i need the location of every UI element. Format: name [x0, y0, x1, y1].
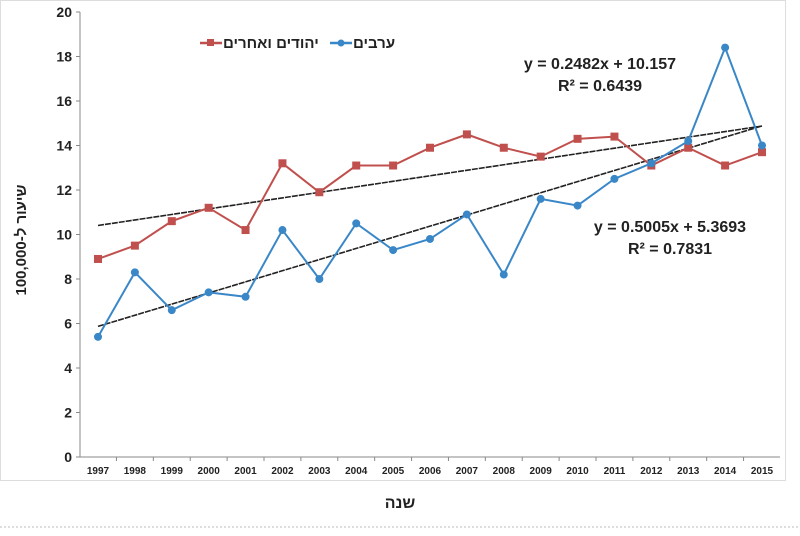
x-tick-label: 2005 — [382, 466, 405, 477]
data-point — [721, 161, 730, 170]
x-tick-label: 2002 — [271, 466, 294, 477]
data-point — [684, 143, 693, 152]
x-tick-label: 2004 — [345, 466, 368, 477]
y-tick-label: 4 — [64, 360, 72, 376]
x-tick-label: 2012 — [640, 466, 663, 477]
data-point — [758, 148, 766, 157]
data-point — [278, 159, 287, 168]
trend-equation-jews: y = 0.2482x + 10.157 — [524, 56, 676, 73]
series-line — [97, 44, 763, 338]
data-point — [389, 246, 398, 255]
legend-label-jews-others: יהודים ואחרים — [223, 35, 319, 52]
data-point — [352, 219, 361, 228]
data-point — [204, 288, 213, 297]
data-point — [130, 268, 139, 277]
x-tick-label: 2003 — [308, 466, 331, 477]
y-tick-label: 16 — [56, 93, 72, 109]
x-tick-label: 1997 — [87, 466, 110, 477]
legend: יהודים ואחרים ערבים — [200, 35, 395, 52]
y-tick-label: 20 — [56, 4, 72, 20]
y-tick-label: 8 — [64, 271, 72, 287]
y-tick-label: 0 — [64, 449, 72, 465]
y-tick-label: 14 — [56, 138, 72, 154]
x-tick-label: 2000 — [198, 466, 221, 477]
data-point — [499, 270, 508, 279]
x-tick-label: 2001 — [234, 466, 257, 477]
data-point — [721, 43, 730, 52]
x-tick-label: 2011 — [604, 466, 626, 477]
data-point — [610, 174, 619, 183]
legend-circle-icon — [337, 39, 345, 47]
x-tick-label: 1999 — [161, 466, 184, 477]
data-point — [278, 226, 287, 235]
data-point — [167, 217, 176, 226]
data-point — [647, 159, 656, 168]
trend-r2-jews: R² = 0.6439 — [558, 78, 642, 95]
data-point — [684, 137, 693, 146]
x-axis-label: שנה — [385, 495, 416, 512]
data-point — [167, 306, 176, 315]
x-tick-label: 1998 — [124, 466, 147, 477]
trend-equation-arabs: y = 0.5005x + 5.3693 — [594, 219, 746, 236]
y-tick-label: 12 — [56, 182, 72, 198]
x-tick-label: 2007 — [456, 466, 479, 477]
data-point — [536, 152, 545, 161]
y-tick-label: 18 — [56, 49, 72, 65]
data-point — [426, 143, 434, 152]
data-point — [499, 143, 508, 152]
x-tick-label: 2014 — [714, 466, 737, 477]
data-point — [94, 332, 102, 341]
data-point — [462, 210, 471, 219]
data-point — [389, 161, 398, 170]
data-point — [610, 132, 619, 141]
x-tick-label: 2010 — [566, 466, 589, 477]
data-point — [573, 134, 582, 143]
chart-frame — [0, 0, 786, 481]
x-tick-label: 2015 — [751, 466, 774, 477]
data-point — [462, 130, 471, 139]
legend-square-icon — [207, 39, 214, 46]
x-tick-label: 2013 — [677, 466, 700, 477]
data-point — [130, 241, 139, 250]
x-tick-label: 2009 — [530, 466, 553, 477]
data-point — [352, 161, 361, 170]
data-point — [204, 203, 213, 212]
data-point — [241, 292, 250, 301]
y-tick-label: 6 — [64, 316, 72, 332]
data-point — [241, 226, 250, 235]
data-point — [426, 234, 434, 243]
data-point — [315, 188, 324, 197]
data-point — [536, 194, 545, 203]
y-tick-label: 10 — [56, 227, 72, 243]
legend-label-arabs: ערבים — [353, 35, 395, 52]
data-point — [573, 201, 582, 210]
y-tick-label: 2 — [64, 405, 72, 421]
trend-r2-arabs: R² = 0.7831 — [628, 241, 712, 258]
x-tick-label: 2008 — [493, 466, 516, 477]
x-tick-label: 2006 — [419, 466, 442, 477]
data-point — [94, 254, 102, 263]
data-point — [758, 141, 766, 150]
data-point — [315, 275, 324, 283]
y-axis-label: שיעור ל-100,000 — [13, 184, 30, 295]
trendline — [97, 125, 763, 227]
